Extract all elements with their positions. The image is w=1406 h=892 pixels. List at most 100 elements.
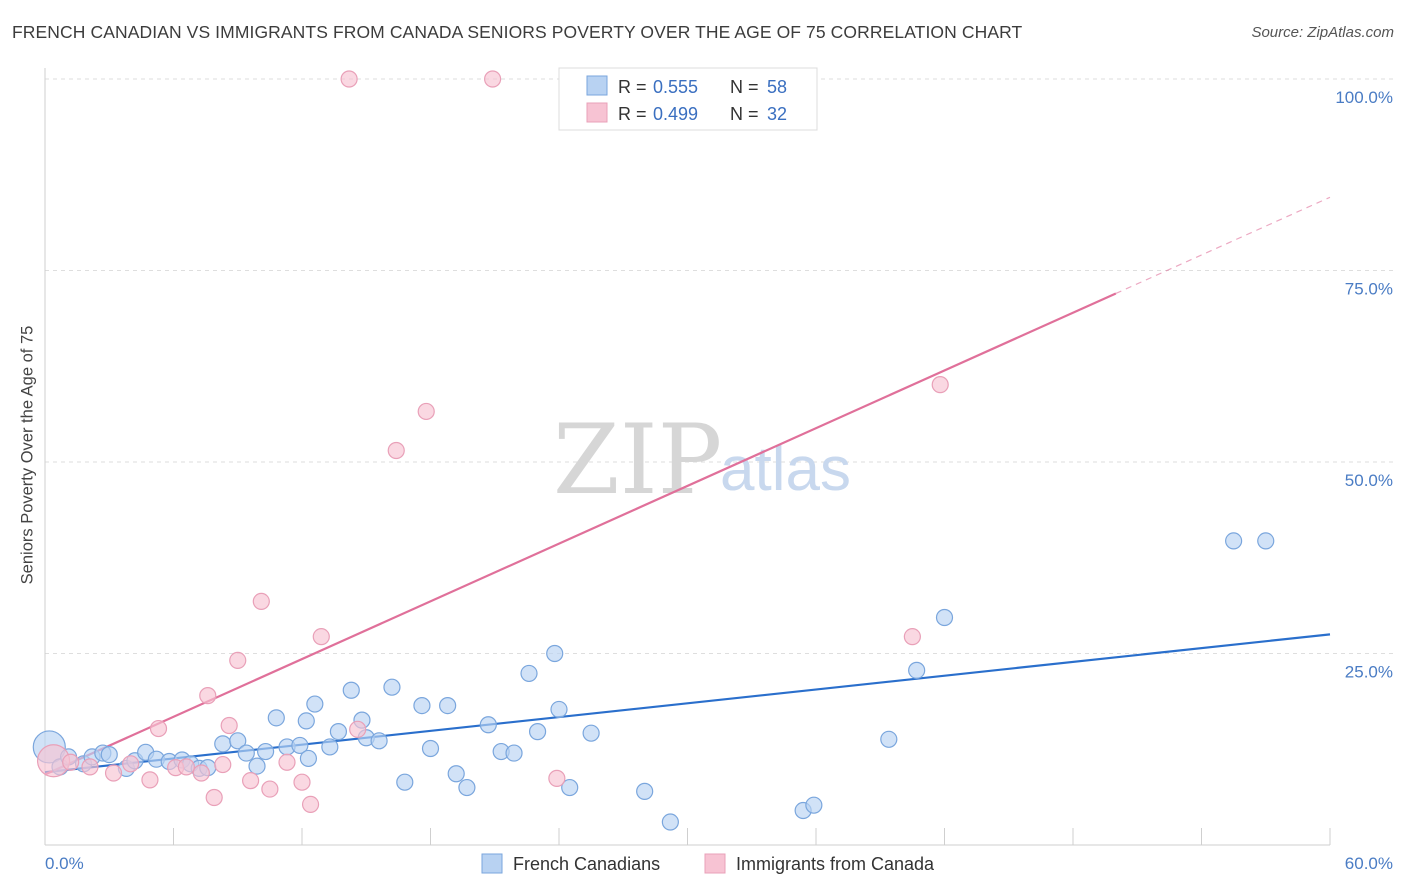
point-french-canadians [370,732,388,750]
point-immigrants-from-canada [903,628,921,646]
point-immigrants-from-canada [387,441,405,460]
legend-swatch-pink [586,102,608,123]
legend-top: R = 0.555 N = 58 R = 0.499 N = 32 [558,67,818,131]
point-french-canadians [661,813,679,831]
point-immigrants-from-canada [122,755,140,773]
point-french-canadians [100,746,118,764]
point-french-canadians [267,709,285,727]
point-french-canadians [550,700,568,719]
point-french-canadians [342,681,360,699]
watermark-atlas: atlas [720,435,851,504]
point-immigrants-from-canada [293,773,311,791]
point-immigrants-from-canada [62,753,80,771]
x-tick-label: 0.0% [45,854,84,873]
trend-lines [44,196,1331,776]
point-french-canadians [383,678,401,696]
point-french-canadians [546,644,564,663]
y-tick-label: 50.0% [1345,471,1393,490]
legend-n-label: N = [730,77,759,97]
point-immigrants-from-canada [229,651,247,669]
point-french-canadians [396,773,414,791]
x-tick-label: 60.0% [1345,854,1393,873]
trend-line [44,292,1117,776]
legend-swatch-immigrants [704,853,726,874]
point-immigrants-from-canada [192,764,210,782]
legend-bottom: French Canadians Immigrants from Canada [481,853,935,874]
point-immigrants-from-canada [149,719,168,738]
point-immigrants-from-canada [252,592,270,611]
point-immigrants-from-canada [205,788,223,807]
point-french-canadians [561,778,579,797]
point-immigrants-from-canada [548,769,566,787]
point-french-canadians [805,796,823,814]
point-french-canadians [229,732,247,750]
point-immigrants-from-canada [340,70,358,88]
point-french-canadians [1257,532,1275,550]
point-french-canadians [458,778,476,797]
point-french-canadians [1225,532,1243,550]
point-french-canadians [297,712,315,730]
point-french-canadians [291,736,309,755]
point-french-canadians [528,723,547,741]
point-immigrants-from-canada [261,780,279,798]
y-tick-label: 25.0% [1345,663,1393,682]
source-label: Source: ZipAtlas.com [1251,24,1394,41]
legend-n-value: 58 [767,77,787,97]
legend-r-label: R = [618,77,647,97]
legend-swatch-blue [586,75,608,96]
point-french-canadians [439,696,457,715]
trend-line-extrapolated [1115,196,1331,295]
point-immigrants-from-canada [242,772,260,790]
point-french-canadians [636,782,654,800]
point-immigrants-from-canada [301,795,320,814]
point-immigrants-from-canada [349,720,367,738]
point-immigrants-from-canada [417,402,435,421]
legend-n-label: N = [730,104,759,124]
point-french-canadians [256,742,275,761]
point-immigrants-from-canada [278,753,296,771]
point-immigrants-from-canada [177,758,195,776]
watermark-zip: ZIP [553,404,722,516]
point-french-canadians [520,664,538,683]
point-french-canadians [329,723,348,741]
point-french-canadians [248,757,266,775]
point-immigrants-from-canada [214,755,232,774]
grid-lines [45,78,1395,654]
legend-n-value: 32 [767,104,787,124]
point-french-canadians [413,696,431,715]
point-immigrants-from-canada [931,376,949,394]
watermark: ZIP atlas [553,404,851,516]
y-tick-labels: 25.0% 50.0% 75.0% 100.0% [1335,88,1393,682]
point-french-canadians [306,695,324,713]
point-french-canadians [447,765,465,783]
legend-r-value: 0.499 [653,104,698,124]
point-french-canadians [299,749,318,768]
legend-label-immigrants: Immigrants from Canada [736,854,935,874]
point-french-canadians [321,738,339,756]
legend-r-value: 0.555 [653,77,698,97]
point-french-canadians [505,744,523,762]
point-french-canadians [908,661,926,679]
legend-label-french-canadians: French Canadians [513,854,660,874]
y-tick-label: 75.0% [1345,280,1393,299]
point-french-canadians [421,739,440,758]
point-french-canadians [935,608,954,627]
data-points [32,70,1275,831]
point-immigrants-from-canada [141,771,159,789]
legend-r-label: R = [618,104,647,124]
point-immigrants-from-canada [104,764,123,782]
point-french-canadians [880,730,898,748]
legend-swatch-french-canadians [481,853,503,874]
point-immigrants-from-canada [81,758,99,776]
axes [44,68,1331,846]
point-immigrants-from-canada [312,628,330,646]
point-immigrants-from-canada [484,70,502,88]
x-tick-labels: 0.0% 60.0% [45,854,1393,873]
point-french-canadians [237,744,255,762]
point-french-canadians [582,724,600,742]
chart-title: FRENCH CANADIAN VS IMMIGRANTS FROM CANAD… [12,22,1023,42]
point-french-canadians [479,716,497,734]
point-immigrants-from-canada [199,687,217,705]
point-immigrants-from-canada [220,716,238,735]
